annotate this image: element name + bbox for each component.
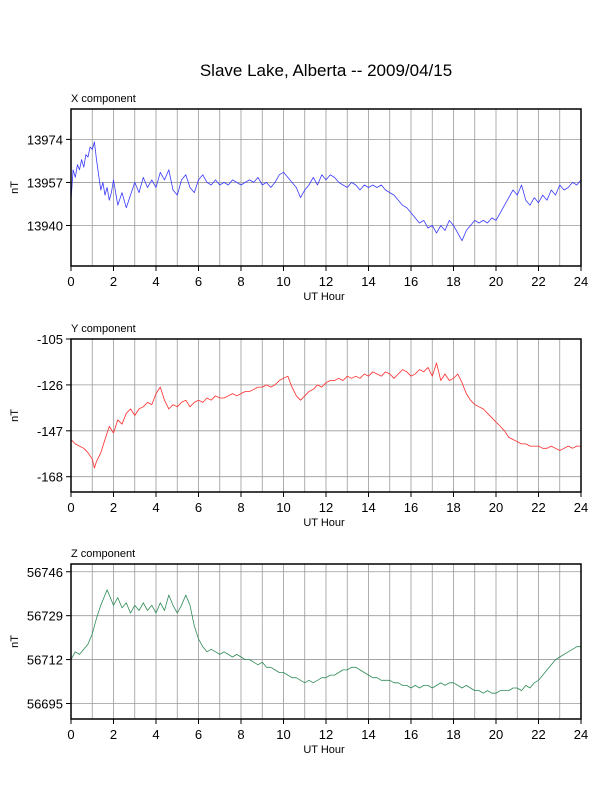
z-component-x-tick-label: 0 — [67, 727, 74, 742]
z-component-x-tick-label: 2 — [110, 727, 117, 742]
x-component-x-tick-label: 0 — [67, 274, 74, 289]
z-component-y-tick-label: 56695 — [27, 697, 63, 712]
y-component-title: Y component — [71, 323, 136, 335]
page-title: Slave Lake, Alberta -- 2009/04/15 — [200, 61, 452, 80]
z-component-x-tick-label: 4 — [152, 727, 159, 742]
x-component-y-tick-label: 13974 — [27, 132, 63, 147]
z-component-x-tick-label: 6 — [195, 727, 202, 742]
y-component-x-axis-label: UT Hour — [303, 517, 345, 529]
y-component-series-line — [70, 362, 581, 469]
y-component-x-tick-label: 20 — [489, 500, 503, 515]
z-component-series-line — [70, 589, 581, 694]
x-component-title: X component — [71, 93, 136, 105]
y-component-x-tick-label: 18 — [446, 500, 460, 515]
x-component-x-tick-label: 18 — [446, 274, 460, 289]
x-component-x-tick-label: 16 — [404, 274, 418, 289]
x-component-x-axis-label: UT Hour — [303, 291, 345, 303]
y-component-y-axis-label: nT — [9, 409, 21, 422]
x-component-y-axis-label: nT — [9, 181, 21, 194]
z-component-y-tick-label: 56712 — [27, 653, 63, 668]
x-component-series-line — [70, 141, 582, 242]
x-component-x-tick-label: 12 — [319, 274, 333, 289]
x-component-y-tick-label: 13957 — [27, 175, 63, 190]
x-component-x-tick-label: 20 — [489, 274, 503, 289]
x-component-x-tick-label: 10 — [276, 274, 290, 289]
z-component-y-tick-label: 56729 — [27, 609, 63, 624]
z-component-title: Z component — [71, 548, 135, 560]
x-component-x-tick-label: 6 — [195, 274, 202, 289]
z-component-x-tick-label: 12 — [319, 727, 333, 742]
z-component-x-tick-label: 14 — [361, 727, 375, 742]
y-component-x-tick-label: 12 — [319, 500, 333, 515]
y-component-x-tick-label: 4 — [152, 500, 159, 515]
y-component-x-tick-label: 8 — [237, 500, 244, 515]
y-component-x-tick-label: 2 — [110, 500, 117, 515]
z-component-x-tick-label: 20 — [489, 727, 503, 742]
y-component-x-tick-label: 0 — [67, 500, 74, 515]
z-component-y-axis-label: nT — [9, 635, 21, 648]
y-component-x-tick-label: 24 — [574, 500, 588, 515]
y-component-x-tick-label: 16 — [404, 500, 418, 515]
y-component-x-tick-label: 22 — [531, 500, 545, 515]
z-component-x-tick-label: 8 — [237, 727, 244, 742]
z-component-y-tick-label: 56746 — [27, 565, 63, 580]
y-component-x-tick-label: 14 — [361, 500, 375, 515]
x-component-x-tick-label: 24 — [574, 274, 588, 289]
z-component-x-tick-label: 24 — [574, 727, 588, 742]
z-component-x-tick-label: 22 — [531, 727, 545, 742]
y-component-y-tick-label: -126 — [37, 378, 63, 393]
y-component-y-tick-label: -168 — [37, 470, 63, 485]
x-component-x-tick-label: 8 — [237, 274, 244, 289]
z-component-x-tick-label: 10 — [276, 727, 290, 742]
z-component-x-axis-label: UT Hour — [303, 744, 345, 756]
z-component-x-tick-label: 16 — [404, 727, 418, 742]
y-component-x-tick-label: 10 — [276, 500, 290, 515]
y-component-y-tick-label: -147 — [37, 424, 63, 439]
y-component-y-tick-label: -105 — [37, 332, 63, 347]
x-component-x-tick-label: 4 — [152, 274, 159, 289]
z-component-x-tick-label: 18 — [446, 727, 460, 742]
x-component-x-tick-label: 14 — [361, 274, 375, 289]
x-component-x-tick-label: 2 — [110, 274, 117, 289]
y-component-x-tick-label: 6 — [195, 500, 202, 515]
x-component-x-tick-label: 22 — [531, 274, 545, 289]
x-component-y-tick-label: 13940 — [27, 218, 63, 233]
